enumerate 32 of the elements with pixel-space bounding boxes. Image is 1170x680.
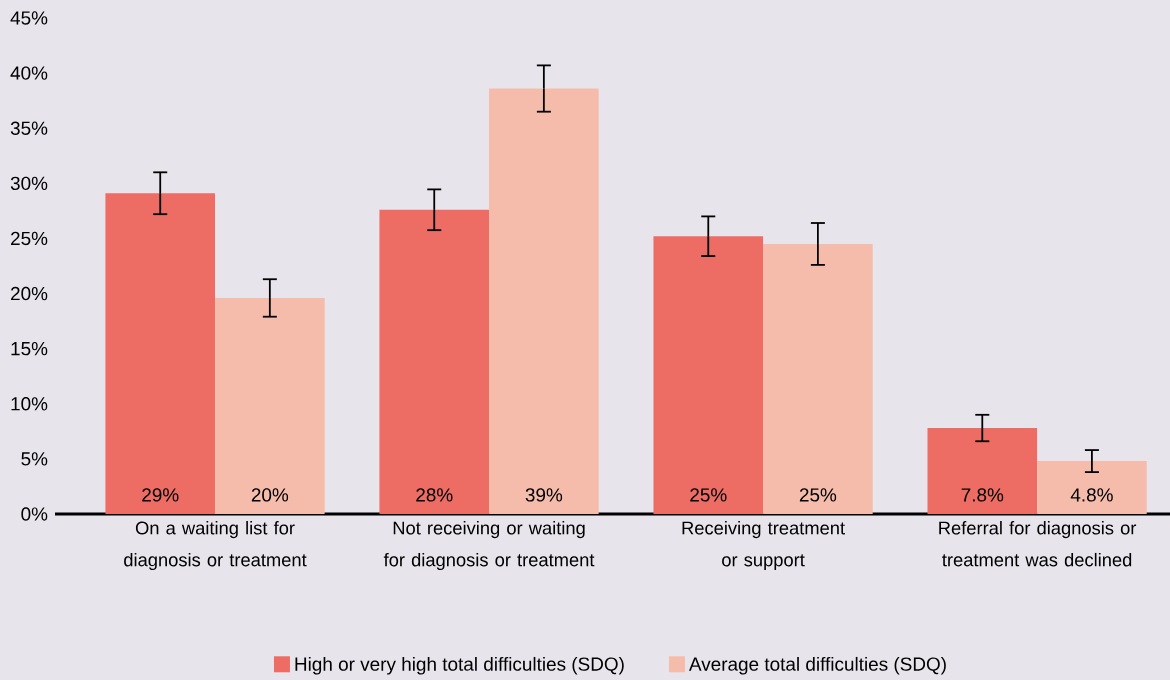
- data-label: 20%: [251, 488, 289, 502]
- data-label: 4.8%: [1070, 488, 1113, 502]
- bar: [653, 236, 764, 514]
- x-tick-label: Not receiving or waiting for diagnosis or treatment: [383, 521, 595, 571]
- y-tick-label: 45%: [10, 11, 48, 25]
- y-tick-label: 0%: [21, 507, 48, 521]
- data-label: 29%: [142, 488, 179, 502]
- data-label: 39%: [525, 488, 563, 502]
- y-tick-label: 30%: [10, 176, 48, 191]
- bar: [105, 193, 216, 514]
- x-tick-label: On a waiting list for diagnosis or treatment: [124, 521, 307, 571]
- bar: [379, 209, 490, 514]
- y-tick-label: 10%: [11, 397, 48, 411]
- x-tick-label: Referral for diagnosis or treatment was declined: [939, 521, 1137, 567]
- x-tick-label: Receiving treatment or support: [682, 521, 845, 571]
- bar: [489, 88, 599, 514]
- bar: [763, 243, 873, 514]
- data-label: 25%: [799, 488, 837, 502]
- y-tick-label: 25%: [11, 231, 48, 246]
- data-label: 7.8%: [961, 488, 1004, 502]
- data-label: 25%: [690, 488, 727, 502]
- bar: [927, 428, 1038, 514]
- y-tick-label: 20%: [11, 286, 48, 301]
- y-tick-label: 35%: [10, 121, 48, 135]
- data-label: 28%: [416, 488, 453, 502]
- bar: [1037, 461, 1147, 514]
- y-tick-label: 15%: [11, 342, 48, 356]
- y-tick-label: 5%: [21, 452, 48, 466]
- legend-label: High or very high total difficulties (SDQ): [295, 656, 624, 675]
- y-tick-label: 40%: [10, 66, 48, 80]
- legend-label: Average total difficulties (SDQ): [688, 656, 946, 675]
- bar: [215, 297, 325, 514]
